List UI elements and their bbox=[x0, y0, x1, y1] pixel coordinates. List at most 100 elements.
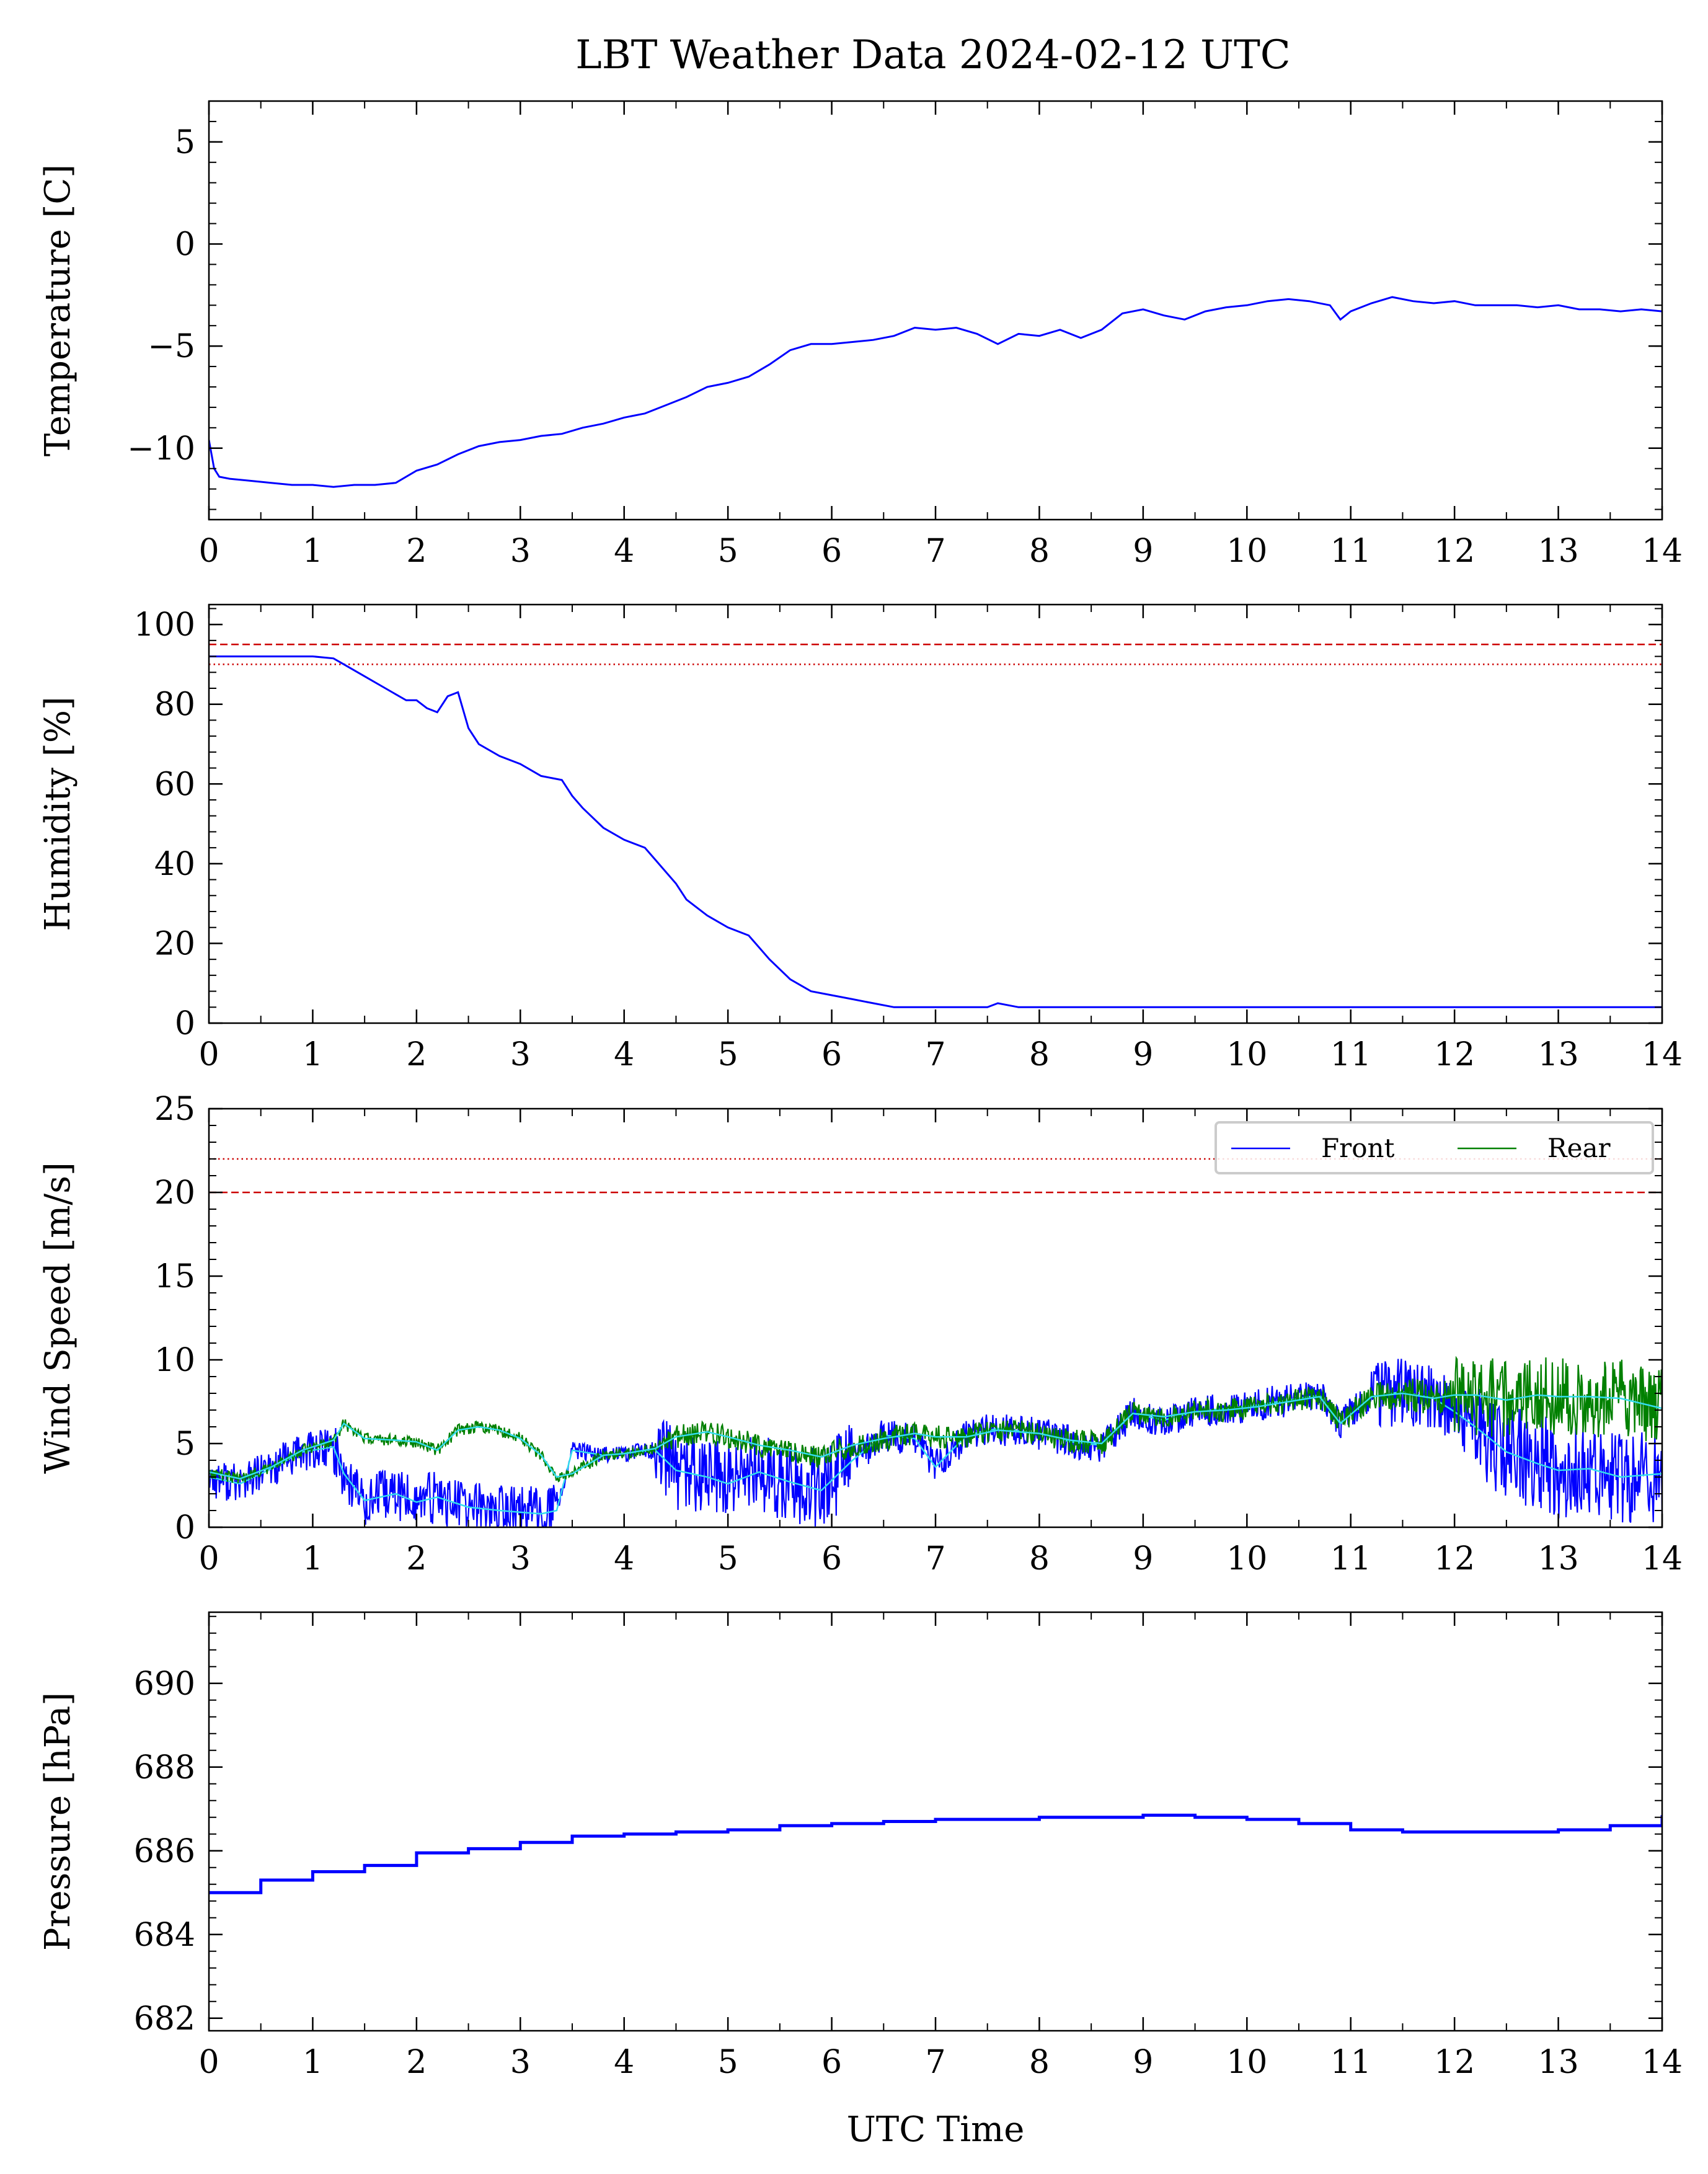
x-tick-label: 2 bbox=[406, 1036, 427, 1073]
x-tick-label: 13 bbox=[1538, 2044, 1578, 2081]
series-line-temperature bbox=[209, 296, 1662, 488]
x-tick-label: 7 bbox=[925, 1036, 945, 1073]
x-tick-label: 2 bbox=[406, 2044, 427, 2081]
chart-title: LBT Weather Data 2024-02-12 UTC bbox=[575, 32, 1291, 78]
x-tick-label: 6 bbox=[821, 1036, 842, 1073]
x-tick-label: 14 bbox=[1642, 1036, 1683, 1073]
x-tick-label: 0 bbox=[198, 2044, 219, 2081]
y-axis-label: Humidity [%] bbox=[38, 696, 78, 931]
x-tick-label: 14 bbox=[1642, 1540, 1683, 1577]
plot-area bbox=[209, 296, 1662, 488]
x-tick-label: 4 bbox=[614, 2044, 634, 2081]
x-tick-label: 8 bbox=[1029, 1036, 1050, 1073]
y-tick-label: 20 bbox=[154, 925, 195, 962]
x-tick-label: 9 bbox=[1133, 2044, 1153, 2081]
plot-area bbox=[209, 644, 1662, 1008]
x-tick-label: 5 bbox=[718, 1540, 738, 1577]
y-tick-label: 5 bbox=[175, 124, 195, 161]
x-tick-label: 0 bbox=[198, 533, 219, 570]
x-tick-label: 7 bbox=[925, 2044, 945, 2081]
x-tick-label: 14 bbox=[1642, 533, 1683, 570]
x-tick-label: 1 bbox=[303, 1540, 323, 1577]
x-tick-label: 11 bbox=[1330, 533, 1371, 570]
x-tick-label: 13 bbox=[1538, 533, 1578, 570]
y-tick-label: −5 bbox=[148, 328, 195, 365]
x-tick-label: 10 bbox=[1226, 533, 1267, 570]
y-tick-label: 15 bbox=[154, 1258, 195, 1295]
y-tick-label: 0 bbox=[175, 1005, 195, 1042]
x-tick-label: 12 bbox=[1434, 2044, 1475, 2081]
x-tick-label: 3 bbox=[510, 2044, 531, 2081]
legend-label-front: Front bbox=[1321, 1133, 1395, 1163]
x-tick-label: 13 bbox=[1538, 1540, 1578, 1577]
x-tick-label: 5 bbox=[718, 533, 738, 570]
x-tick-label: 14 bbox=[1642, 2044, 1683, 2081]
x-tick-label: 6 bbox=[821, 1540, 842, 1577]
x-tick-label: 3 bbox=[510, 1036, 531, 1073]
y-tick-label: 682 bbox=[134, 2000, 195, 2038]
x-tick-label: 6 bbox=[821, 533, 842, 570]
axes-frame bbox=[208, 603, 1663, 1024]
x-tick-label: 8 bbox=[1029, 533, 1050, 570]
legend-label-rear: Rear bbox=[1547, 1133, 1611, 1163]
series-line-humidity bbox=[209, 655, 1662, 1008]
x-tick-label: 0 bbox=[198, 1036, 219, 1073]
x-tick-label: 7 bbox=[925, 1540, 945, 1577]
x-tick-label: 12 bbox=[1434, 1540, 1475, 1577]
plot-area bbox=[209, 1813, 1662, 1894]
humidity-panel: 0 1 2 3 4 5 6 7 8 9 10 11 12 13 14100806040200Humidity… bbox=[38, 603, 1683, 1073]
x-tick-label: 12 bbox=[1434, 533, 1475, 570]
legend: Front Rear bbox=[1215, 1121, 1654, 1174]
y-tick-label: 690 bbox=[134, 1666, 195, 1703]
x-tick-label: 5 bbox=[718, 2044, 738, 2081]
series-line-rear bbox=[209, 1355, 1662, 1484]
y-axis-label: Pressure [hPa] bbox=[38, 1692, 78, 1951]
x-tick-label: 9 bbox=[1133, 1540, 1153, 1577]
x-tick-label: 1 bbox=[303, 1036, 323, 1073]
axes-frame bbox=[208, 100, 1663, 521]
x-tick-label: 6 bbox=[821, 2044, 842, 2081]
x-tick-label: 10 bbox=[1226, 1540, 1267, 1577]
y-tick-label: 100 bbox=[134, 606, 195, 644]
x-tick-label: 5 bbox=[718, 1036, 738, 1073]
series-line-front bbox=[209, 1359, 1662, 1527]
x-tick-label: 12 bbox=[1434, 1036, 1475, 1073]
x-tick-label: 0 bbox=[198, 1540, 219, 1577]
x-tick-label: 8 bbox=[1029, 1540, 1050, 1577]
x-tick-label: 3 bbox=[510, 1540, 531, 1577]
y-tick-label: 686 bbox=[134, 1833, 195, 1870]
x-tick-label: 2 bbox=[406, 533, 427, 570]
x-tick-label: 11 bbox=[1330, 1036, 1371, 1073]
y-tick-label: 684 bbox=[134, 1917, 195, 1954]
legend-box bbox=[1215, 1121, 1654, 1174]
x-tick-label: 1 bbox=[303, 2044, 323, 2081]
y-axis-label: Wind Speed [m/s] bbox=[38, 1162, 78, 1474]
x-tick-label: 8 bbox=[1029, 2044, 1050, 2081]
x-tick-label: 4 bbox=[614, 1540, 634, 1577]
y-tick-label: 0 bbox=[175, 226, 195, 263]
x-tick-label: 7 bbox=[925, 533, 945, 570]
plot-area bbox=[209, 1158, 1662, 1527]
y-axis-label: Temperature [C] bbox=[38, 164, 78, 456]
x-tick-label: 9 bbox=[1133, 533, 1153, 570]
x-tick-label: 9 bbox=[1133, 1036, 1153, 1073]
series-smooth-rear bbox=[209, 1392, 1662, 1480]
x-tick-label: 10 bbox=[1226, 2044, 1267, 2081]
x-tick-label: 4 bbox=[614, 533, 634, 570]
y-tick-label: 80 bbox=[154, 686, 195, 724]
y-tick-label: 0 bbox=[175, 1509, 195, 1546]
x-tick-label: 2 bbox=[406, 1540, 427, 1577]
x-tick-label: 10 bbox=[1226, 1036, 1267, 1073]
y-tick-label: 40 bbox=[154, 846, 195, 883]
x-tick-label: 4 bbox=[614, 1036, 634, 1073]
y-tick-label: 5 bbox=[175, 1426, 195, 1463]
y-tick-label: 688 bbox=[134, 1749, 195, 1786]
x-tick-label: 3 bbox=[510, 533, 531, 570]
y-tick-label: 25 bbox=[154, 1091, 195, 1128]
x-tick-label: 1 bbox=[303, 533, 323, 570]
y-tick-label: −10 bbox=[127, 430, 195, 468]
x-tick-label: 13 bbox=[1538, 1036, 1578, 1073]
